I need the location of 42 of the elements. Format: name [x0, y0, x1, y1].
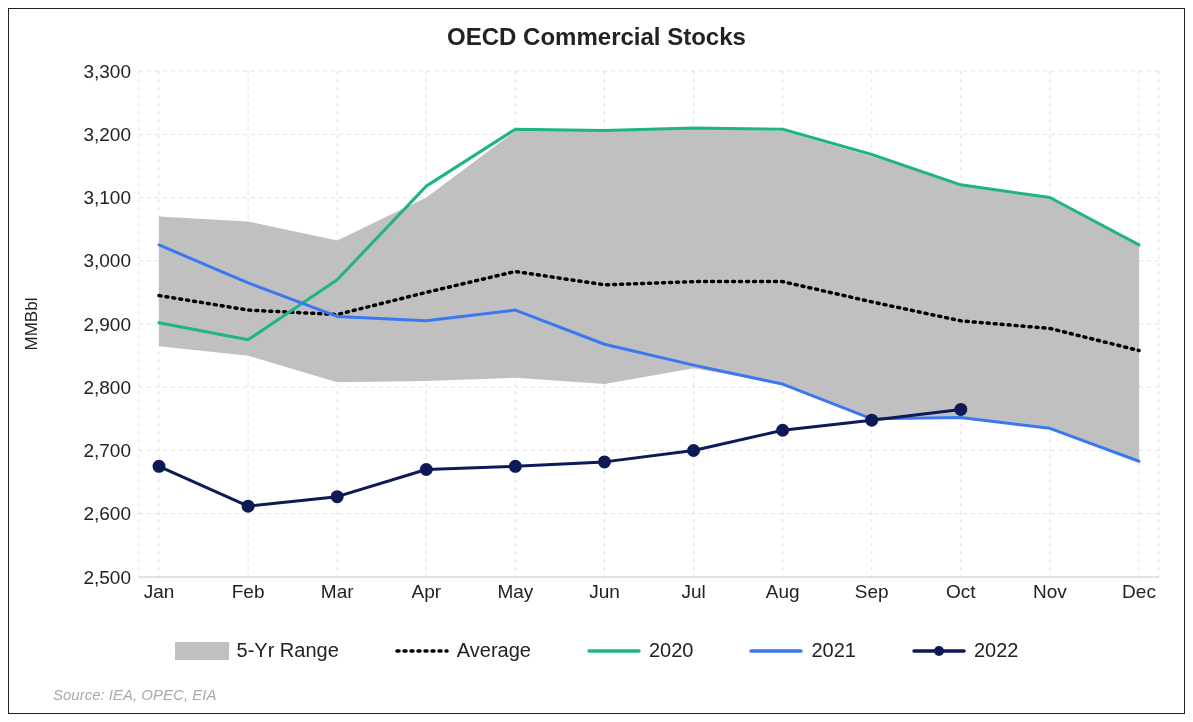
x-tick-label: Apr	[411, 581, 442, 603]
point	[687, 444, 701, 457]
x-tick-label: Oct	[946, 581, 977, 603]
x-tick-label: Jan	[143, 581, 175, 603]
y-tick-label: 2,700	[83, 440, 131, 462]
x-tick-label: Sep	[854, 581, 889, 603]
line-series	[157, 269, 1141, 353]
y-tick-label: 3,200	[83, 124, 131, 145]
y-tick-label: 2,800	[83, 376, 131, 398]
y-tick-label: 3,100	[83, 187, 131, 209]
legend-label: 2020	[648, 639, 694, 662]
y-tick-label: 2,600	[83, 503, 131, 525]
line-series	[157, 243, 1141, 463]
point	[241, 499, 255, 513]
y-tick-label: 2,900	[83, 313, 131, 335]
point	[330, 490, 344, 504]
x-tick-label: Feb	[231, 581, 265, 603]
text: 5-Yr Range	[236, 639, 339, 662]
x-tick-label: Nov	[1033, 581, 1068, 603]
legend-label: Average	[456, 639, 531, 662]
point	[508, 459, 522, 473]
point	[419, 462, 433, 476]
legend-label: 2022	[973, 639, 1019, 662]
x-tick-label: Aug	[765, 581, 800, 603]
y-tick-label: 3,000	[83, 250, 131, 272]
point	[152, 459, 166, 473]
x-tick-label: May	[497, 581, 534, 603]
x-tick-label: Jul	[681, 581, 706, 603]
x-tick-label: Mar	[320, 581, 355, 603]
point	[954, 402, 968, 416]
point	[597, 455, 611, 469]
y-tick-label: 3,300	[83, 60, 131, 82]
chart-title: OECD Commercial Stocks	[446, 23, 747, 51]
legend-label: 2021	[811, 639, 856, 662]
source-note: Source: IEA, OPEC, EIA	[53, 686, 217, 703]
y-tick-label: 2,500	[83, 566, 131, 588]
point	[776, 423, 790, 437]
y-axis-title: MMBbl	[22, 297, 42, 351]
x-tick-label: Jun	[589, 581, 620, 603]
x-tick-label: Dec	[1122, 581, 1156, 603]
point	[865, 413, 879, 427]
line-series	[157, 126, 1141, 342]
